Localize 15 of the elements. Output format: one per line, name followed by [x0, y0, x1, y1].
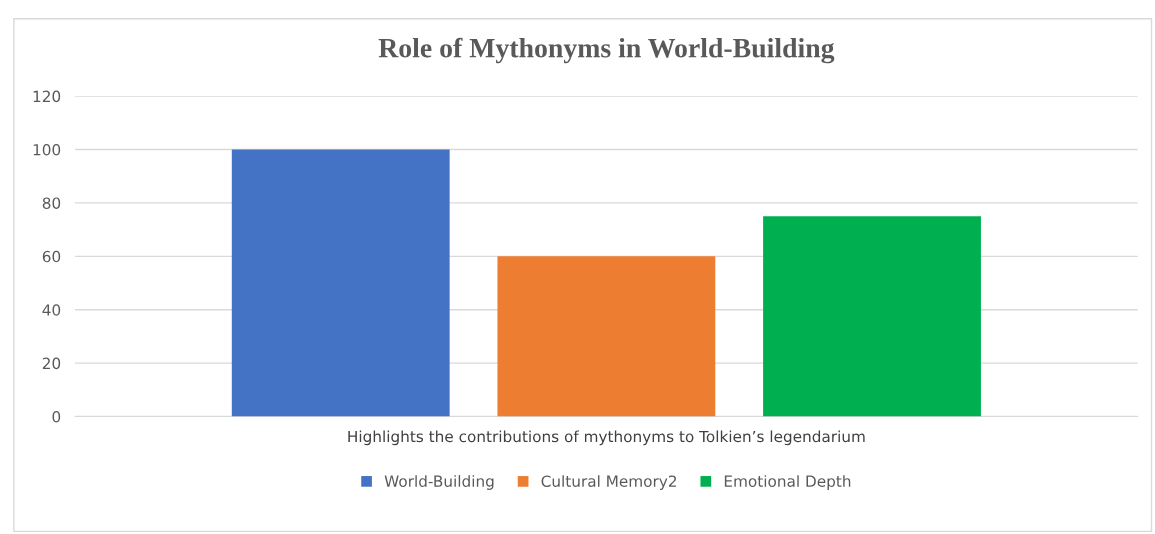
y-tick-label: 80 — [42, 197, 61, 209]
x-tick-label: Highlights the contributions of mythonyms to Tolkien’s legendarium — [348, 430, 865, 446]
y-tick-label: 120 — [33, 90, 61, 103]
y-tick-label: 20 — [42, 357, 61, 370]
bar — [763, 216, 981, 417]
bar — [231, 149, 450, 417]
legend-label: Cultural Memory2 — [541, 475, 677, 490]
chart-title: Role of Mythonyms in World-Building — [378, 37, 835, 64]
legend-label: Emotional Depth — [724, 475, 851, 490]
y-tick-label: 0 — [52, 410, 61, 423]
y-tick-label: 100 — [33, 143, 61, 156]
y-tick-label: 40 — [42, 304, 61, 316]
y-tick-label: 60 — [42, 250, 61, 263]
legend-label: World-Building — [384, 475, 494, 490]
bar — [497, 256, 716, 417]
